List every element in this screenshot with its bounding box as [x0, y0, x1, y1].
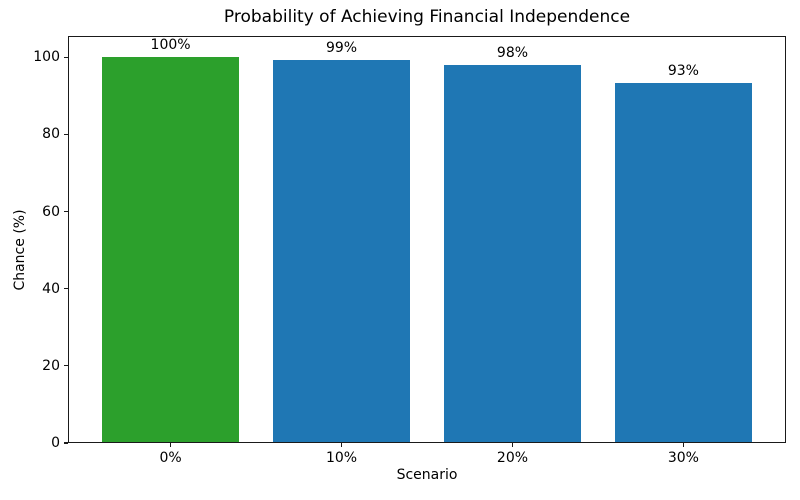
bar-value-label: 99%: [325, 39, 358, 56]
y-axis-label: Chance (%): [12, 209, 28, 291]
x-tick-label: 20%: [496, 450, 529, 466]
y-tick-label: 80: [42, 126, 60, 143]
bar: [102, 57, 239, 443]
x-axis-label: Scenario: [396, 467, 458, 483]
bar: [615, 82, 752, 443]
x-tick-mark: [169, 443, 172, 447]
bar-value-label: 100%: [150, 37, 191, 54]
y-tick-label: 60: [42, 203, 60, 220]
y-tick-mark: [64, 442, 68, 444]
y-tick-label: 20: [42, 357, 60, 374]
y-tick-mark: [64, 288, 68, 290]
y-tick-mark: [64, 210, 68, 213]
y-tick-label: 40: [42, 280, 60, 297]
x-tick-mark: [682, 443, 685, 447]
bar-value-label: 93%: [667, 62, 699, 79]
x-tick-label: 0%: [159, 450, 182, 466]
x-tick-mark: [511, 443, 514, 447]
y-tick-mark: [64, 133, 68, 135]
bar: [273, 59, 410, 443]
y-tick-mark: [64, 56, 68, 58]
y-tick-label: 100: [33, 49, 60, 66]
x-tick-label: 10%: [325, 450, 358, 466]
x-tick-mark: [340, 443, 343, 447]
x-tick-label: 30%: [667, 450, 699, 466]
y-tick-mark: [64, 365, 68, 367]
chart-title: Probability of Achieving Financial Indep…: [223, 7, 631, 27]
y-tick-label: 0: [51, 435, 60, 451]
bar-value-label: 98%: [496, 44, 529, 61]
bar: [444, 64, 581, 443]
